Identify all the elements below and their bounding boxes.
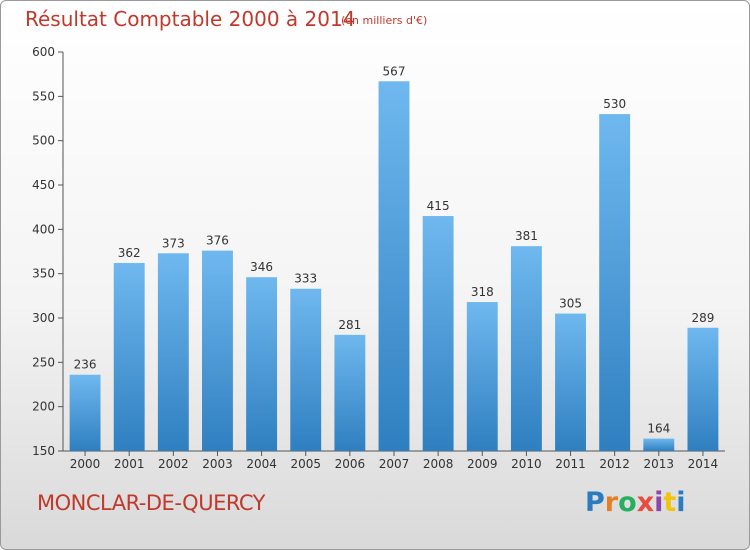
- logo-letter: o: [618, 487, 637, 518]
- x-tick-label-2003: 2003: [202, 457, 233, 471]
- proxiti-logo: Proxiti: [585, 487, 686, 518]
- logo-letter: x: [636, 487, 655, 518]
- bar-2014: [687, 327, 719, 451]
- x-tick-label-2006: 2006: [335, 457, 366, 471]
- bar-2001: [113, 263, 145, 451]
- x-tick-label-2004: 2004: [246, 457, 277, 471]
- bar-2003: [202, 250, 233, 451]
- x-tick-label-2008: 2008: [423, 457, 454, 471]
- y-tick-label: 350: [32, 267, 55, 281]
- bar-2009: [466, 302, 498, 451]
- logo-letter: i: [654, 487, 664, 518]
- bar-2004: [246, 277, 278, 451]
- bar-2005: [290, 288, 322, 451]
- bar-2011: [555, 313, 586, 451]
- x-tick-label-2011: 2011: [555, 457, 586, 471]
- logo-letter: P: [585, 487, 605, 518]
- y-tick-label: 400: [32, 222, 55, 236]
- data-label-2012: 530: [603, 97, 626, 111]
- logo-letter: t: [663, 487, 677, 518]
- data-label-2005: 333: [294, 272, 317, 286]
- y-tick-label: 450: [32, 178, 55, 192]
- commune-name: MONCLAR-DE-QUERCY: [37, 491, 266, 515]
- data-label-2000: 236: [74, 358, 97, 372]
- x-tick-label-2012: 2012: [599, 457, 630, 471]
- x-tick-label-2009: 2009: [467, 457, 498, 471]
- x-tick-label-2010: 2010: [511, 457, 542, 471]
- bar-2002: [157, 253, 189, 451]
- data-label-2010: 381: [515, 229, 538, 243]
- data-label-2014: 289: [691, 311, 714, 325]
- logo-letter: r: [604, 487, 619, 518]
- y-tick-label: 550: [32, 89, 55, 103]
- data-label-2006: 281: [338, 318, 361, 332]
- x-tick-label-2007: 2007: [379, 457, 410, 471]
- data-label-2011: 305: [559, 297, 582, 311]
- y-tick-label: 250: [32, 355, 55, 369]
- data-label-2007: 567: [383, 64, 406, 78]
- bar-2013: [643, 438, 675, 451]
- y-tick-label: 150: [32, 444, 55, 458]
- logo-letter: i: [676, 487, 686, 518]
- bar-2008: [422, 216, 454, 451]
- bar-2006: [334, 334, 366, 451]
- data-label-2003: 376: [206, 234, 229, 248]
- y-tick-label: 200: [32, 400, 55, 414]
- bar-2007: [378, 81, 410, 451]
- data-label-2008: 415: [427, 199, 450, 213]
- y-tick-label: 600: [32, 45, 55, 59]
- x-tick-label-2002: 2002: [158, 457, 189, 471]
- data-label-2013: 164: [647, 422, 670, 436]
- data-label-2004: 346: [250, 260, 273, 274]
- x-tick-label-2005: 2005: [290, 457, 321, 471]
- bar-2010: [510, 246, 542, 451]
- bar-2012: [599, 114, 631, 452]
- x-tick-label-2001: 2001: [114, 457, 145, 471]
- chart-subtitle: (en milliers d'€): [341, 14, 428, 27]
- chart-title: Résultat Comptable 2000 à 2014: [25, 7, 356, 31]
- y-tick-label: 300: [32, 311, 55, 325]
- data-label-2001: 362: [118, 246, 141, 260]
- data-label-2009: 318: [471, 285, 494, 299]
- bar-2000: [69, 374, 101, 451]
- x-tick-label-2014: 2014: [688, 457, 719, 471]
- y-tick-label: 500: [32, 134, 55, 148]
- data-label-2002: 373: [162, 236, 185, 250]
- x-tick-label-2000: 2000: [70, 457, 101, 471]
- x-tick-label-2013: 2013: [644, 457, 675, 471]
